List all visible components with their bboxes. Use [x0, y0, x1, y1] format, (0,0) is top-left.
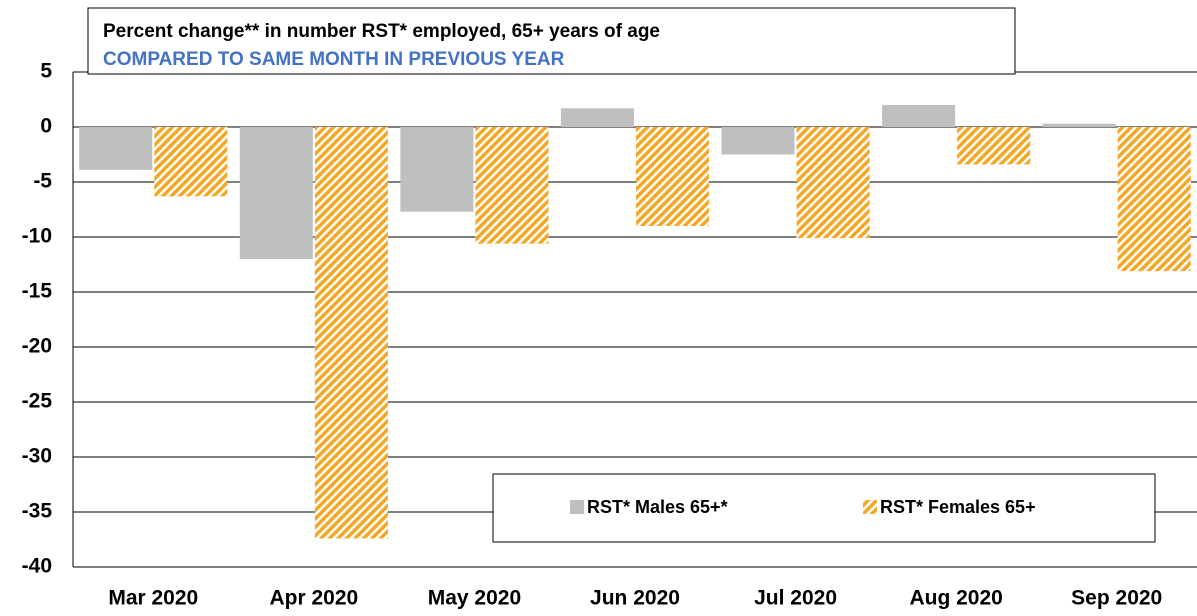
y-tick-label: -25 — [22, 390, 53, 413]
bar — [1042, 123, 1116, 127]
bar — [957, 127, 1031, 165]
x-tick-label: Mar 2020 — [108, 587, 198, 610]
legend-label: RST* Males 65+* — [587, 497, 728, 517]
bar — [154, 127, 228, 197]
bar — [400, 127, 474, 212]
y-tick-label: -35 — [22, 500, 53, 523]
bar — [636, 127, 710, 226]
x-tick-label: Aug 2020 — [909, 587, 1002, 610]
bar — [239, 127, 313, 259]
chart-title: Percent change** in number RST* employed… — [103, 21, 660, 42]
x-tick-label: Jun 2020 — [590, 587, 680, 610]
y-tick-label: -10 — [22, 225, 52, 248]
bar — [560, 108, 634, 127]
bar — [79, 127, 153, 170]
bar — [475, 127, 549, 244]
bar — [796, 127, 870, 239]
legend-swatch — [570, 500, 584, 514]
legend-swatch — [863, 500, 877, 514]
bar — [721, 127, 795, 155]
legend-box — [492, 473, 1156, 543]
x-tick-label: Jul 2020 — [754, 587, 837, 610]
y-tick-label: -40 — [22, 555, 52, 578]
y-tick-label: -15 — [22, 280, 53, 303]
title-box — [87, 7, 1016, 75]
x-tick-label: Sep 2020 — [1071, 587, 1162, 610]
bar — [1117, 127, 1191, 272]
y-tick-label: -30 — [22, 445, 52, 468]
y-tick-label: 0 — [40, 115, 52, 138]
y-tick-label: 5 — [40, 60, 52, 83]
x-tick-label: Apr 2020 — [269, 587, 358, 610]
x-tick-label: May 2020 — [428, 587, 521, 610]
y-tick-label: -20 — [22, 335, 52, 358]
legend-label: RST* Females 65+ — [880, 497, 1036, 517]
bar — [882, 105, 956, 127]
bar — [314, 127, 388, 539]
chart-subtitle: COMPARED TO SAME MONTH IN PREVIOUS YEAR — [103, 49, 565, 70]
y-tick-label: -5 — [33, 170, 52, 193]
